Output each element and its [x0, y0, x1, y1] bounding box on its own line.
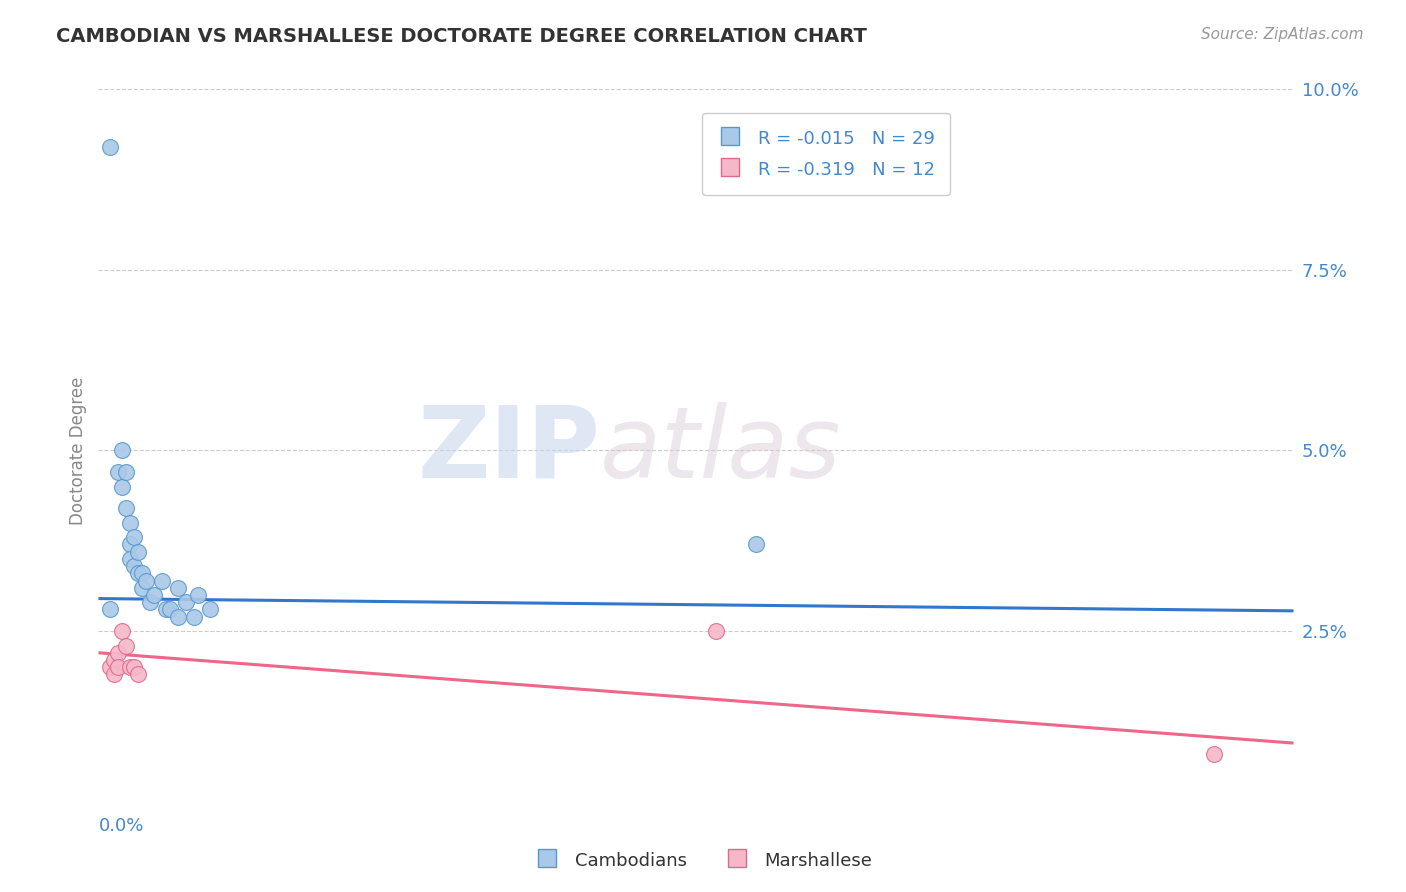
Point [107, 646, 129, 660]
Point [150, 574, 173, 588]
Text: atlas: atlas [600, 402, 842, 499]
Text: ZIP: ZIP [418, 402, 600, 499]
Point [131, 581, 153, 595]
Point [167, 609, 190, 624]
Point [111, 443, 134, 458]
Y-axis label: Doctorate Degree: Doctorate Degree [69, 376, 87, 524]
Point [1202, 747, 1225, 761]
Point [131, 566, 153, 581]
Point [143, 588, 166, 602]
Point [159, 602, 181, 616]
Point [167, 581, 190, 595]
Point [155, 602, 177, 616]
Text: 0.0%: 0.0% [98, 817, 143, 835]
Point [124, 660, 146, 674]
Point [135, 574, 157, 588]
Text: Source: ZipAtlas.com: Source: ZipAtlas.com [1201, 27, 1364, 42]
Point [124, 530, 146, 544]
Point [98, 140, 122, 154]
Point [120, 516, 142, 530]
Point [111, 480, 134, 494]
Point [98, 602, 122, 616]
Point [103, 653, 125, 667]
Point [183, 609, 205, 624]
Point [124, 559, 146, 574]
Legend: Cambodians, Marshallese: Cambodians, Marshallese [526, 842, 880, 879]
Point [120, 660, 142, 674]
Point [115, 501, 138, 516]
Legend: R = -0.015   N = 29, R = -0.319   N = 12: R = -0.015 N = 29, R = -0.319 N = 12 [703, 112, 950, 194]
Point [115, 465, 138, 479]
Point [107, 465, 129, 479]
Point [98, 660, 122, 674]
Point [115, 639, 138, 653]
Point [174, 595, 197, 609]
Point [120, 537, 142, 551]
Point [127, 667, 149, 681]
Point [198, 602, 221, 616]
Point [127, 544, 149, 558]
Point [127, 566, 149, 581]
Point [139, 595, 162, 609]
Point [704, 624, 727, 639]
Point [745, 537, 768, 551]
Point [103, 667, 125, 681]
Point [111, 624, 134, 639]
Point [120, 551, 142, 566]
Point [187, 588, 209, 602]
Text: CAMBODIAN VS MARSHALLESE DOCTORATE DEGREE CORRELATION CHART: CAMBODIAN VS MARSHALLESE DOCTORATE DEGRE… [56, 27, 868, 45]
Point [107, 660, 129, 674]
